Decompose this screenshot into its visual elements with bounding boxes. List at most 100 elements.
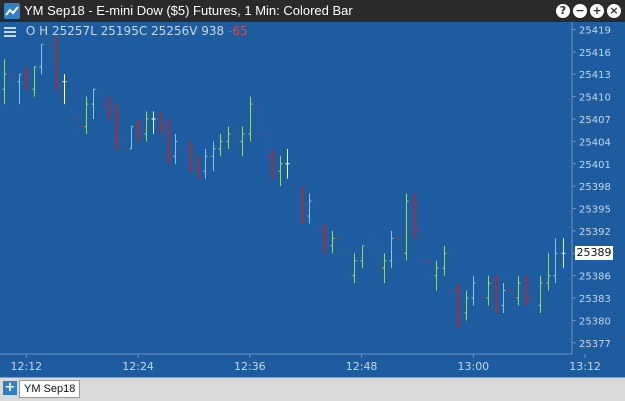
- ohlc-bar: [553, 238, 558, 284]
- legend-high-label: H: [39, 24, 49, 38]
- chart-app-icon: [4, 3, 20, 19]
- ohlc-bar: [419, 223, 424, 269]
- ohlc-bar: [255, 103, 260, 142]
- close-icon[interactable]: ×: [607, 4, 621, 18]
- legend-volume-value: 938: [201, 24, 225, 38]
- maximize-icon[interactable]: +: [590, 4, 604, 18]
- y-tick-label: 25419: [579, 25, 611, 36]
- ohlc-bar: [382, 253, 387, 284]
- ohlc-bar: [2, 59, 7, 105]
- ohlc-bar: [84, 96, 89, 134]
- ohlc-bar: [181, 126, 186, 150]
- ohlc-bar: [315, 193, 320, 239]
- legend-open-label: O: [25, 24, 36, 38]
- ohlc-bar: [486, 275, 491, 306]
- title-bar[interactable]: YM Sep18 - E-mini Dow ($5) Futures, 1 Mi…: [0, 0, 625, 22]
- ohlc-bar: [501, 283, 506, 313]
- ohlc-bar: [322, 223, 327, 254]
- ohlc-bar: [166, 118, 171, 164]
- y-tick-label: 25407: [579, 115, 611, 126]
- ohlc-bar: [307, 193, 312, 224]
- price-chart[interactable]: 25377 25380 25383 25386 25389 25392 25395 25398…: [0, 22, 625, 377]
- ohlc-bar: [278, 156, 283, 187]
- ohlc-bar: [538, 275, 543, 313]
- ohlc-bar: [91, 88, 96, 119]
- ohlc-bar: [300, 186, 305, 224]
- ohlc-bar: [524, 275, 529, 306]
- ohlc-bar: [173, 133, 178, 164]
- ohlc-bar: [9, 51, 14, 97]
- help-icon[interactable]: ?: [556, 4, 570, 18]
- ohlc-bar: [412, 193, 417, 239]
- ohlc-legend: O H 25257L 25195C 25256V 938 -65: [4, 24, 248, 39]
- ohlc-bar: [196, 156, 201, 179]
- ohlc-bar: [337, 223, 342, 261]
- y-tick-label: 25383: [579, 294, 611, 305]
- y-tick-label: 25413: [579, 70, 611, 81]
- ohlc-bar: [188, 141, 193, 172]
- ohlc-bar: [546, 253, 551, 291]
- minimize-icon[interactable]: −: [573, 4, 587, 18]
- add-tab-icon[interactable]: +: [3, 380, 17, 395]
- ohlc-bar: [360, 245, 365, 269]
- ohlc-bar: [375, 238, 380, 276]
- ohlc-bar: [449, 238, 454, 299]
- ohlc-bar: [516, 275, 521, 306]
- y-tick-label: 25392: [579, 227, 611, 238]
- ohlc-bar: [47, 29, 52, 67]
- ohlc-bar: [293, 156, 298, 202]
- tab-ym-sep18[interactable]: YM Sep18: [19, 380, 81, 398]
- ohlc-bar: [352, 253, 357, 284]
- chart-plot: 25377 25380 25383 25386 25389 25392 25395 25398…: [0, 22, 611, 373]
- ohlc-bar: [106, 96, 111, 119]
- ohlc-bar: [233, 118, 238, 157]
- symbol-tab-bar: + YM Sep18: [0, 377, 625, 401]
- ohlc-bar: [17, 73, 22, 105]
- x-tick-label: 13:00: [457, 360, 489, 373]
- x-tick-label: 13:12: [569, 360, 601, 373]
- ohlc-bar: [151, 111, 156, 134]
- ohlc-bar: [77, 104, 82, 134]
- ohlc-bar: [136, 118, 141, 142]
- ohlc-bar: [494, 275, 499, 313]
- ohlc-bar: [270, 148, 275, 179]
- ohlc-bar: [434, 260, 439, 291]
- ohlc-bar: [330, 230, 335, 254]
- ohlc-bar: [240, 126, 245, 157]
- ohlc-bar: [226, 126, 231, 149]
- y-tick-label: 25404: [579, 137, 611, 148]
- y-tick-label: 25395: [579, 205, 611, 216]
- ohlc-bar: [24, 66, 29, 90]
- y-tick-label: 25416: [579, 48, 611, 59]
- y-tick-label: 25410: [579, 93, 611, 104]
- ohlc-bar: [158, 111, 163, 134]
- window-title: YM Sep18 - E-mini Dow ($5) Futures, 1 Mi…: [24, 3, 353, 18]
- ohlc-bar: [203, 148, 208, 179]
- ohlc-bar: [121, 133, 126, 157]
- ohlc-bar: [397, 230, 402, 261]
- x-tick-label: 12:24: [122, 360, 154, 373]
- ohlc-bar: [442, 245, 447, 276]
- legend-low-value: 25195C: [100, 24, 148, 38]
- ohlc-bar: [99, 74, 104, 105]
- ohlc-bar: [479, 275, 484, 306]
- ohlc-bar: [509, 275, 514, 306]
- last-price-badge: 25389: [575, 246, 613, 261]
- legend-close-value: 25256V: [151, 24, 198, 38]
- ohlc-bar: [114, 104, 119, 149]
- ohlc-bar: [144, 111, 149, 142]
- ohlc-bar: [263, 126, 268, 164]
- ohlc-bar: [129, 125, 134, 150]
- x-tick-label: 12:48: [346, 360, 378, 373]
- y-tick-label: 25398: [579, 182, 611, 193]
- ohlc-bar: [427, 245, 432, 284]
- ohlc-bar: [389, 230, 394, 269]
- x-tick-label: 12:12: [10, 360, 42, 373]
- ohlc-bar: [404, 193, 409, 261]
- ohlc-bar: [248, 96, 253, 142]
- ohlc-bar: [531, 283, 536, 313]
- ohlc-bar: [471, 275, 476, 306]
- menu-icon[interactable]: [4, 25, 16, 39]
- ohlc-bar: [69, 74, 74, 120]
